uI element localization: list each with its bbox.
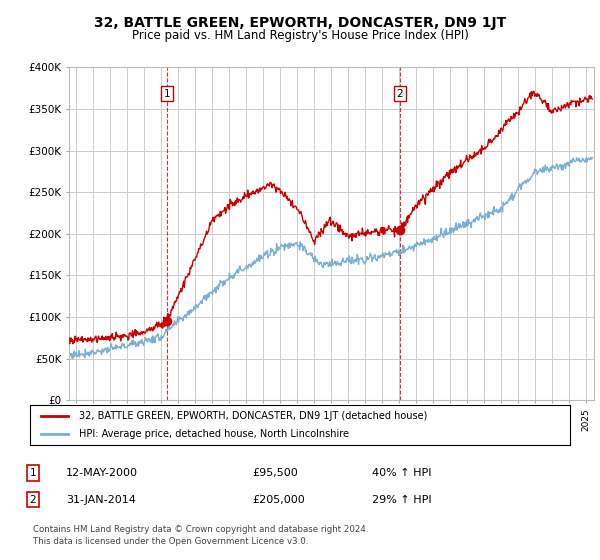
Text: 40% ↑ HPI: 40% ↑ HPI: [372, 468, 431, 478]
Text: 1: 1: [29, 468, 37, 478]
Text: 31-JAN-2014: 31-JAN-2014: [66, 494, 136, 505]
Text: £95,500: £95,500: [252, 468, 298, 478]
Text: 12-MAY-2000: 12-MAY-2000: [66, 468, 138, 478]
Text: 2: 2: [397, 89, 403, 99]
Text: 32, BATTLE GREEN, EPWORTH, DONCASTER, DN9 1JT (detached house): 32, BATTLE GREEN, EPWORTH, DONCASTER, DN…: [79, 411, 427, 421]
Text: 32, BATTLE GREEN, EPWORTH, DONCASTER, DN9 1JT: 32, BATTLE GREEN, EPWORTH, DONCASTER, DN…: [94, 16, 506, 30]
Text: 29% ↑ HPI: 29% ↑ HPI: [372, 494, 431, 505]
Text: HPI: Average price, detached house, North Lincolnshire: HPI: Average price, detached house, Nort…: [79, 430, 349, 439]
Text: £205,000: £205,000: [252, 494, 305, 505]
Text: Contains HM Land Registry data © Crown copyright and database right 2024.
This d: Contains HM Land Registry data © Crown c…: [33, 525, 368, 546]
Text: 2: 2: [29, 494, 37, 505]
Text: 1: 1: [164, 89, 170, 99]
Text: Price paid vs. HM Land Registry's House Price Index (HPI): Price paid vs. HM Land Registry's House …: [131, 29, 469, 42]
